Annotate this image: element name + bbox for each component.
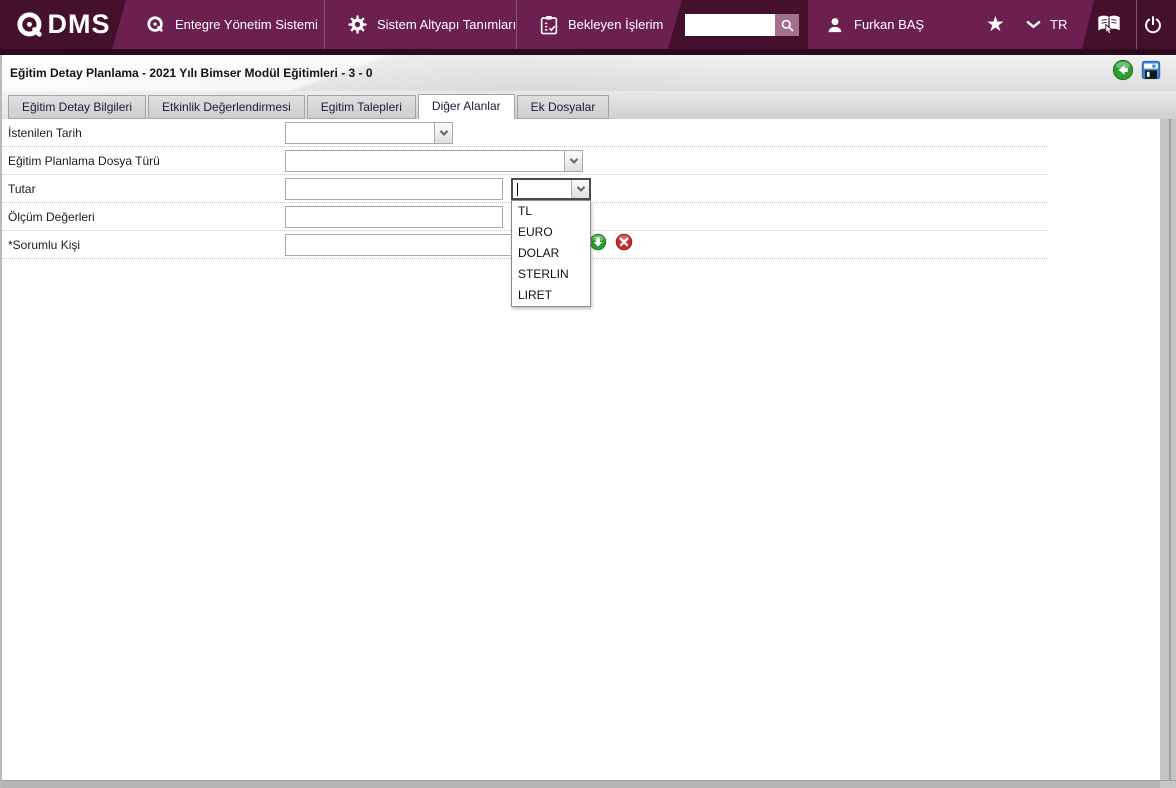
field-label: Ölçüm Değerleri: [8, 209, 95, 224]
help-manual-button[interactable]: [1096, 0, 1122, 49]
logout-power-button[interactable]: [1143, 0, 1163, 49]
horizontal-scrollbar[interactable]: [2, 780, 1160, 788]
scrollbar-corner: [1160, 780, 1176, 788]
power-icon: [1145, 15, 1161, 33]
currency-option-tl[interactable]: TL: [518, 204, 533, 218]
tab-diger-alanlar[interactable]: Diğer Alanlar: [417, 94, 515, 119]
vertical-scrollbar[interactable]: [1169, 119, 1171, 780]
menu-item-integrated-management[interactable]: Entegre Yönetim Sistemi: [146, 0, 318, 49]
qdms-logo-icon: [16, 11, 44, 39]
save-button[interactable]: [1140, 59, 1162, 81]
favorites-star-icon[interactable]: ★: [986, 13, 1005, 36]
search-button[interactable]: [775, 14, 799, 36]
language-selector[interactable]: TR: [1026, 0, 1067, 49]
istenilen-tarih-select[interactable]: [285, 122, 453, 144]
currency-option-liret[interactable]: LIRET: [518, 288, 553, 302]
form-panel: İstenilen Tarih Eğitim Planlama Dosya Tü…: [2, 119, 1160, 780]
search-icon: [781, 19, 794, 32]
currency-combo[interactable]: [511, 178, 591, 200]
form-row-dosya-turu: Eğitim Planlama Dosya Türü: [2, 147, 1047, 175]
tab-ek-dosyalar[interactable]: Ek Dosyalar: [516, 95, 610, 119]
page-title-bar: Eğitim Detay Planlama - 2021 Yılı Bimser…: [2, 55, 1176, 91]
select-dropdown-button[interactable]: [564, 151, 582, 171]
tab-egitim-detay-bilgileri[interactable]: Eğitim Detay Bilgileri: [8, 95, 147, 119]
field-label: Tutar: [8, 181, 36, 196]
chevron-down-icon: [569, 155, 578, 164]
tab-bar: Eğitim Detay Bilgileri Etkinlik Değerlen…: [2, 91, 1176, 119]
page-title: Eğitim Detay Planlama - 2021 Yılı Bimser…: [10, 66, 373, 80]
form-row-sorumlu-kisi: *Sorumlu Kişi: [2, 231, 1047, 259]
chevron-down-icon: [576, 183, 585, 192]
select-person-button[interactable]: [589, 233, 607, 251]
currency-option-sterlin[interactable]: STERLIN: [518, 267, 569, 281]
qdms-circle-icon: [147, 16, 163, 32]
clear-person-button[interactable]: [615, 233, 633, 251]
nav-separator: [516, 0, 517, 49]
field-label: *Sorumlu Kişi: [8, 237, 81, 252]
form-row-istenilen-tarih: İstenilen Tarih: [2, 119, 1047, 147]
menu-item-pending-tasks[interactable]: Bekleyen İşlerim: [540, 0, 663, 49]
nav-separator: [324, 0, 325, 49]
back-button[interactable]: [1112, 59, 1134, 81]
window-left-border: [0, 55, 2, 788]
menu-item-label: Entegre Yönetim Sistemi: [175, 17, 318, 32]
red-x-icon: [615, 233, 633, 251]
top-navbar: DMS Entegre Yönetim Sistemi: [0, 0, 1176, 55]
logo-block[interactable]: DMS: [0, 0, 126, 49]
menu-item-label: Bekleyen İşlerim: [568, 17, 664, 32]
currency-option-dolar[interactable]: DOLAR: [518, 246, 560, 260]
user-menu[interactable]: Furkan BAŞ: [826, 0, 924, 49]
qdms-logo: DMS: [16, 9, 111, 40]
clipboard-icon: [540, 15, 558, 34]
tutar-input[interactable]: [285, 178, 503, 200]
menu-item-system-infrastructure[interactable]: Sistem Altyapı Tanımları: [348, 0, 516, 49]
olcum-degerleri-input[interactable]: [285, 206, 503, 228]
tab-etkinlik-degerlendirmesi[interactable]: Etkinlik Değerlendirmesi: [148, 95, 305, 119]
green-down-arrow-icon: [589, 233, 607, 251]
sorumlu-kisi-input[interactable]: [285, 234, 585, 256]
select-dropdown-button[interactable]: [434, 123, 452, 143]
language-code: TR: [1050, 17, 1068, 32]
tab-egitim-talepleri[interactable]: Egitim Talepleri: [306, 95, 416, 119]
field-label: Eğitim Planlama Dosya Türü: [8, 153, 160, 168]
back-arrow-icon: [1112, 59, 1134, 81]
menu-item-label: Sistem Altyapı Tanımları: [377, 17, 517, 32]
user-name: Furkan BAŞ: [854, 17, 925, 32]
logo-text: DMS: [47, 9, 111, 39]
currency-option-euro[interactable]: EURO: [518, 225, 553, 239]
nav-separator: [1136, 0, 1137, 49]
chevron-down-icon: [1026, 20, 1041, 29]
chevron-down-icon: [439, 127, 448, 136]
right-gutter: [1160, 119, 1176, 780]
form-row-tutar: Tutar: [2, 175, 1047, 203]
field-label: İstenilen Tarih: [8, 125, 82, 140]
select-dropdown-button[interactable]: [571, 180, 589, 198]
text-caret: [517, 183, 518, 196]
currency-dropdown-list: TL EURO DOLAR STERLIN LIRET: [511, 200, 591, 307]
navbar-bottom-strip: [0, 49, 1176, 55]
user-icon: [828, 17, 842, 32]
search-input[interactable]: [685, 14, 775, 36]
save-floppy-icon: [1141, 60, 1161, 80]
gear-icon: [348, 15, 367, 34]
help-book-icon: [1098, 15, 1120, 35]
dosya-turu-select[interactable]: [285, 150, 583, 172]
